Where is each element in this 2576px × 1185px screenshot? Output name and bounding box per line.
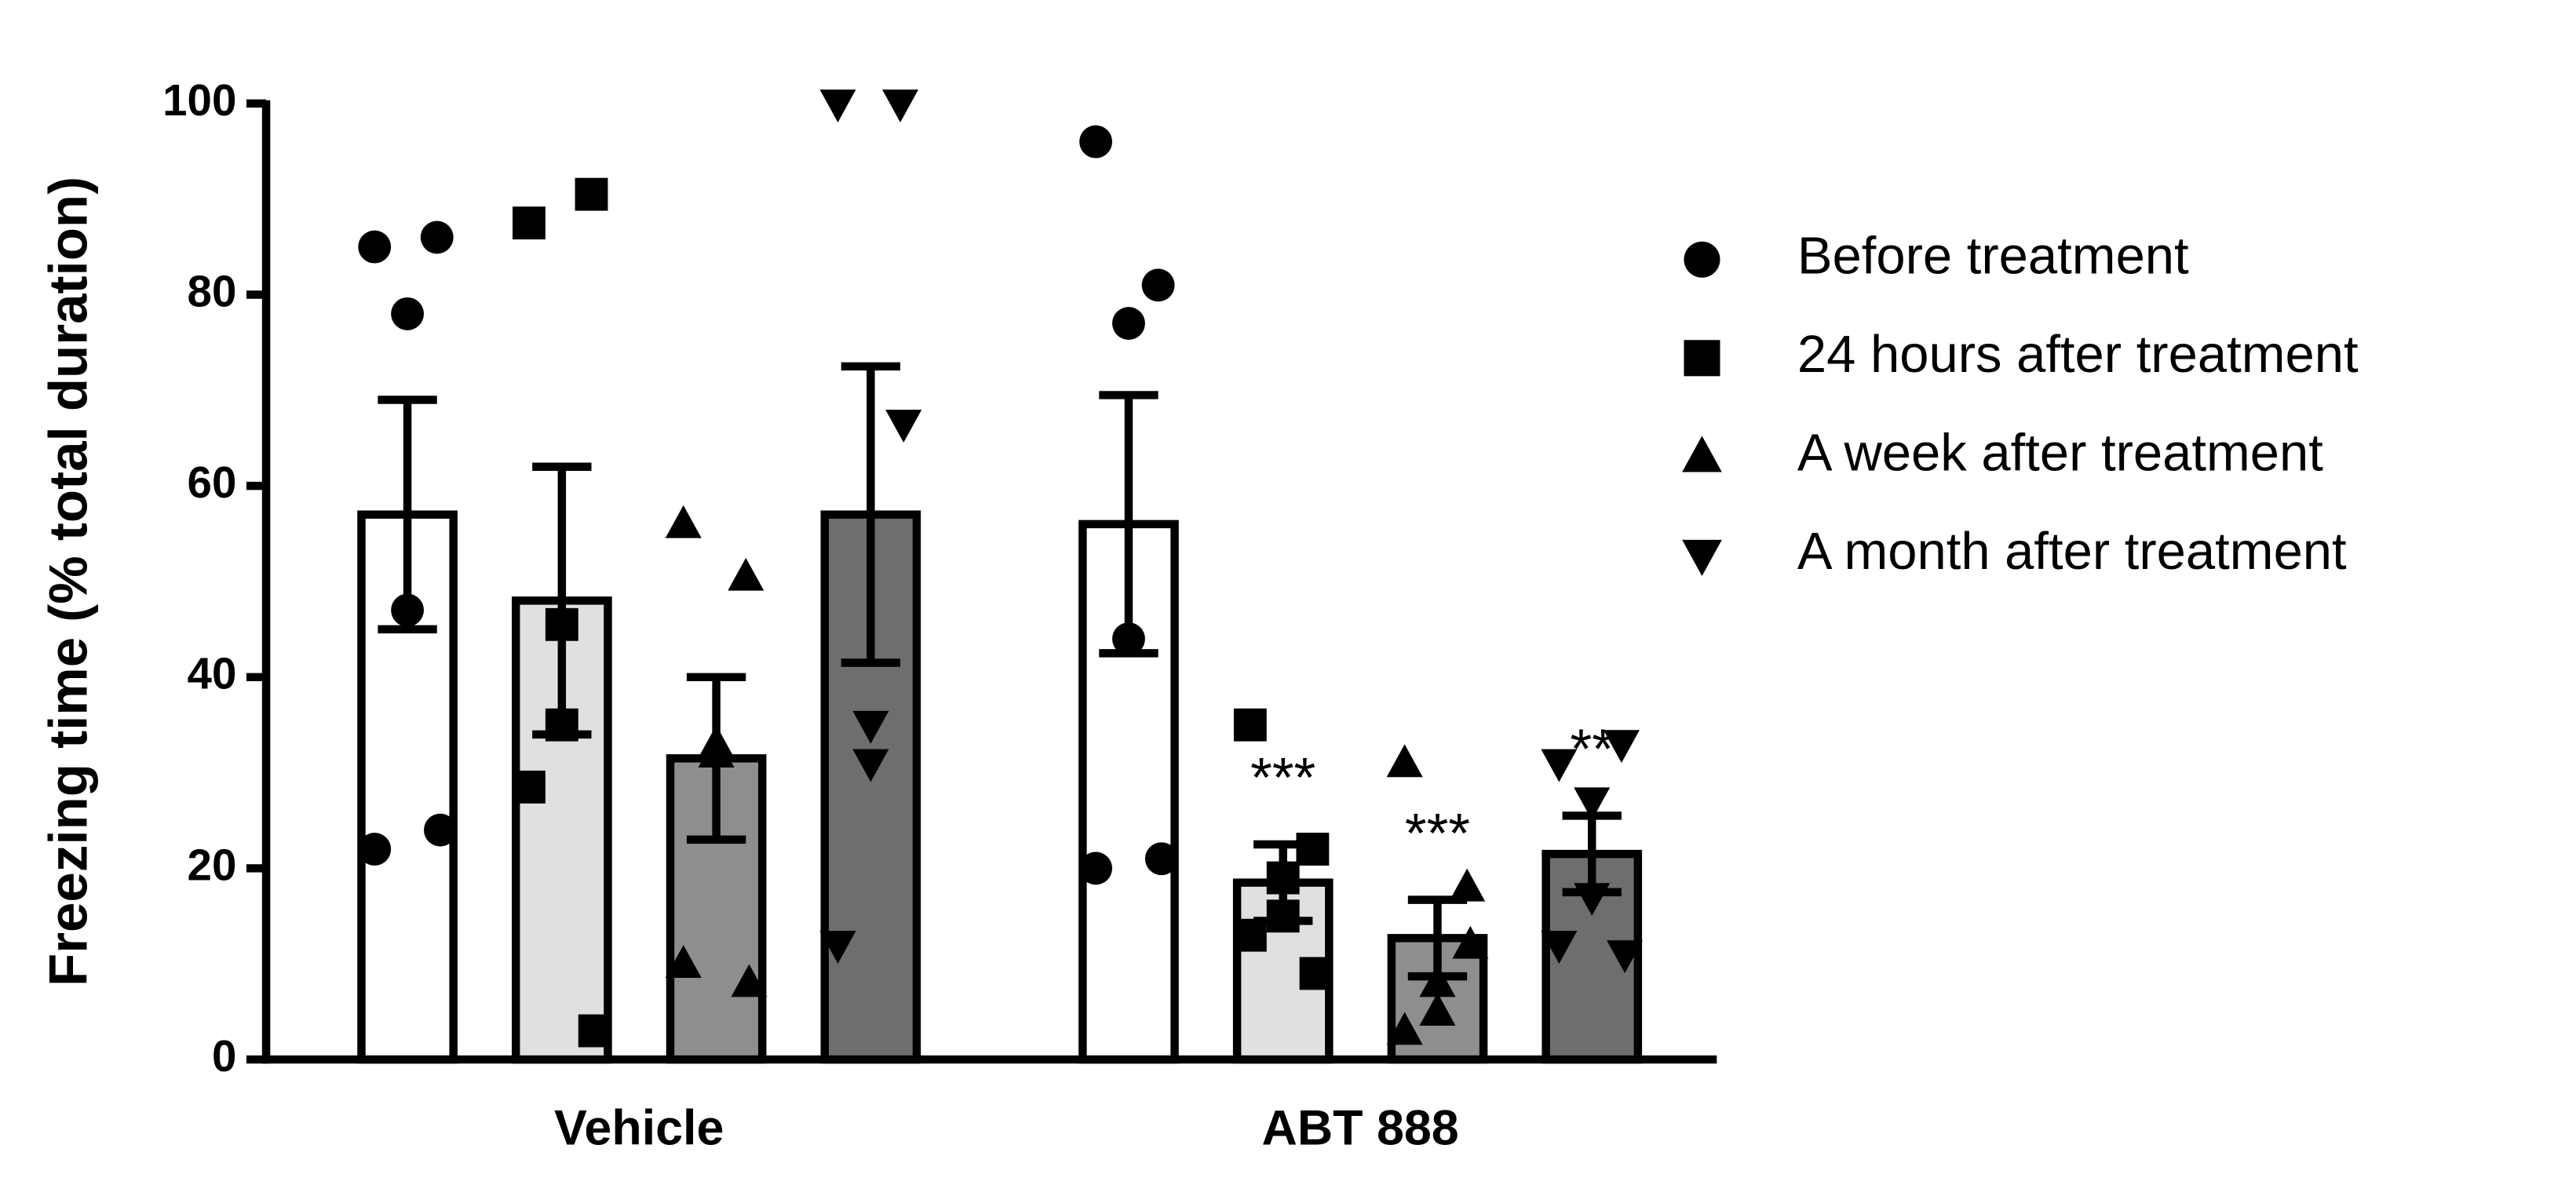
data-point bbox=[1144, 842, 1178, 876]
data-point bbox=[819, 89, 856, 122]
data-point bbox=[578, 1014, 611, 1048]
data-point bbox=[1541, 931, 1578, 964]
data-point bbox=[1266, 861, 1300, 895]
legend-label: Before treatment bbox=[1797, 226, 2189, 285]
data-point bbox=[1386, 744, 1423, 778]
data-point bbox=[728, 557, 764, 591]
legend-marker bbox=[1684, 241, 1720, 278]
data-point bbox=[1419, 993, 1456, 1026]
error-bar bbox=[378, 396, 437, 634]
x-tick-label: Vehicle bbox=[554, 1101, 724, 1156]
data-point bbox=[1233, 708, 1267, 742]
data-point bbox=[424, 813, 457, 847]
data-point bbox=[731, 964, 768, 997]
data-point bbox=[1452, 925, 1489, 959]
data-point bbox=[513, 770, 545, 804]
data-point bbox=[1541, 749, 1578, 782]
y-tick-label: 20 bbox=[188, 840, 237, 889]
data-point bbox=[882, 89, 919, 122]
data-point bbox=[1266, 899, 1300, 933]
data-point bbox=[665, 945, 702, 979]
data-point bbox=[1574, 787, 1611, 821]
legend-marker bbox=[1684, 340, 1720, 377]
data-point bbox=[1603, 730, 1640, 764]
data-point bbox=[1112, 307, 1145, 340]
data-point bbox=[391, 593, 425, 627]
legend-marker bbox=[1682, 436, 1722, 472]
y-tick-label: 80 bbox=[188, 266, 237, 315]
data-point bbox=[1112, 622, 1145, 655]
data-point bbox=[852, 710, 889, 744]
data-point bbox=[1141, 268, 1175, 302]
data-point bbox=[1233, 918, 1267, 952]
x-tick-label: ABT 888 bbox=[1261, 1101, 1458, 1156]
data-point bbox=[1419, 964, 1456, 997]
data-point bbox=[358, 230, 392, 264]
data-point bbox=[391, 297, 425, 330]
significance-label: *** bbox=[1250, 747, 1315, 809]
data-point bbox=[852, 749, 889, 782]
data-point bbox=[1079, 851, 1113, 885]
legend-marker bbox=[1682, 539, 1722, 576]
data-point bbox=[420, 221, 454, 254]
data-point bbox=[1607, 940, 1644, 974]
data-point bbox=[698, 735, 735, 768]
legend-label: 24 hours after treatment bbox=[1797, 325, 2359, 384]
y-tick-label: 100 bbox=[162, 75, 236, 125]
significance-label: *** bbox=[1405, 803, 1470, 865]
data-point bbox=[665, 505, 702, 538]
data-point bbox=[358, 833, 392, 866]
y-tick-label: 60 bbox=[188, 458, 237, 507]
significance-label: ** bbox=[1571, 719, 1614, 781]
data-point bbox=[1299, 957, 1333, 990]
bar bbox=[512, 596, 612, 1064]
y-tick-label: 0 bbox=[212, 1031, 236, 1081]
data-point bbox=[1296, 833, 1330, 866]
data-point bbox=[885, 410, 922, 443]
data-point bbox=[545, 708, 578, 742]
legend-label: A week after treatment bbox=[1797, 424, 2323, 483]
data-point bbox=[1574, 883, 1611, 917]
data-point bbox=[1449, 868, 1486, 902]
y-axis-title: Freezing time (% total duration) bbox=[37, 177, 98, 986]
data-point bbox=[575, 177, 608, 211]
legend-label: A month after treatment bbox=[1797, 522, 2347, 581]
data-point bbox=[1386, 1012, 1423, 1045]
data-point bbox=[513, 206, 545, 240]
error-bar bbox=[841, 362, 901, 667]
data-point bbox=[819, 931, 856, 964]
data-point bbox=[545, 607, 578, 641]
data-point bbox=[1079, 125, 1113, 159]
y-tick-label: 40 bbox=[188, 649, 237, 698]
